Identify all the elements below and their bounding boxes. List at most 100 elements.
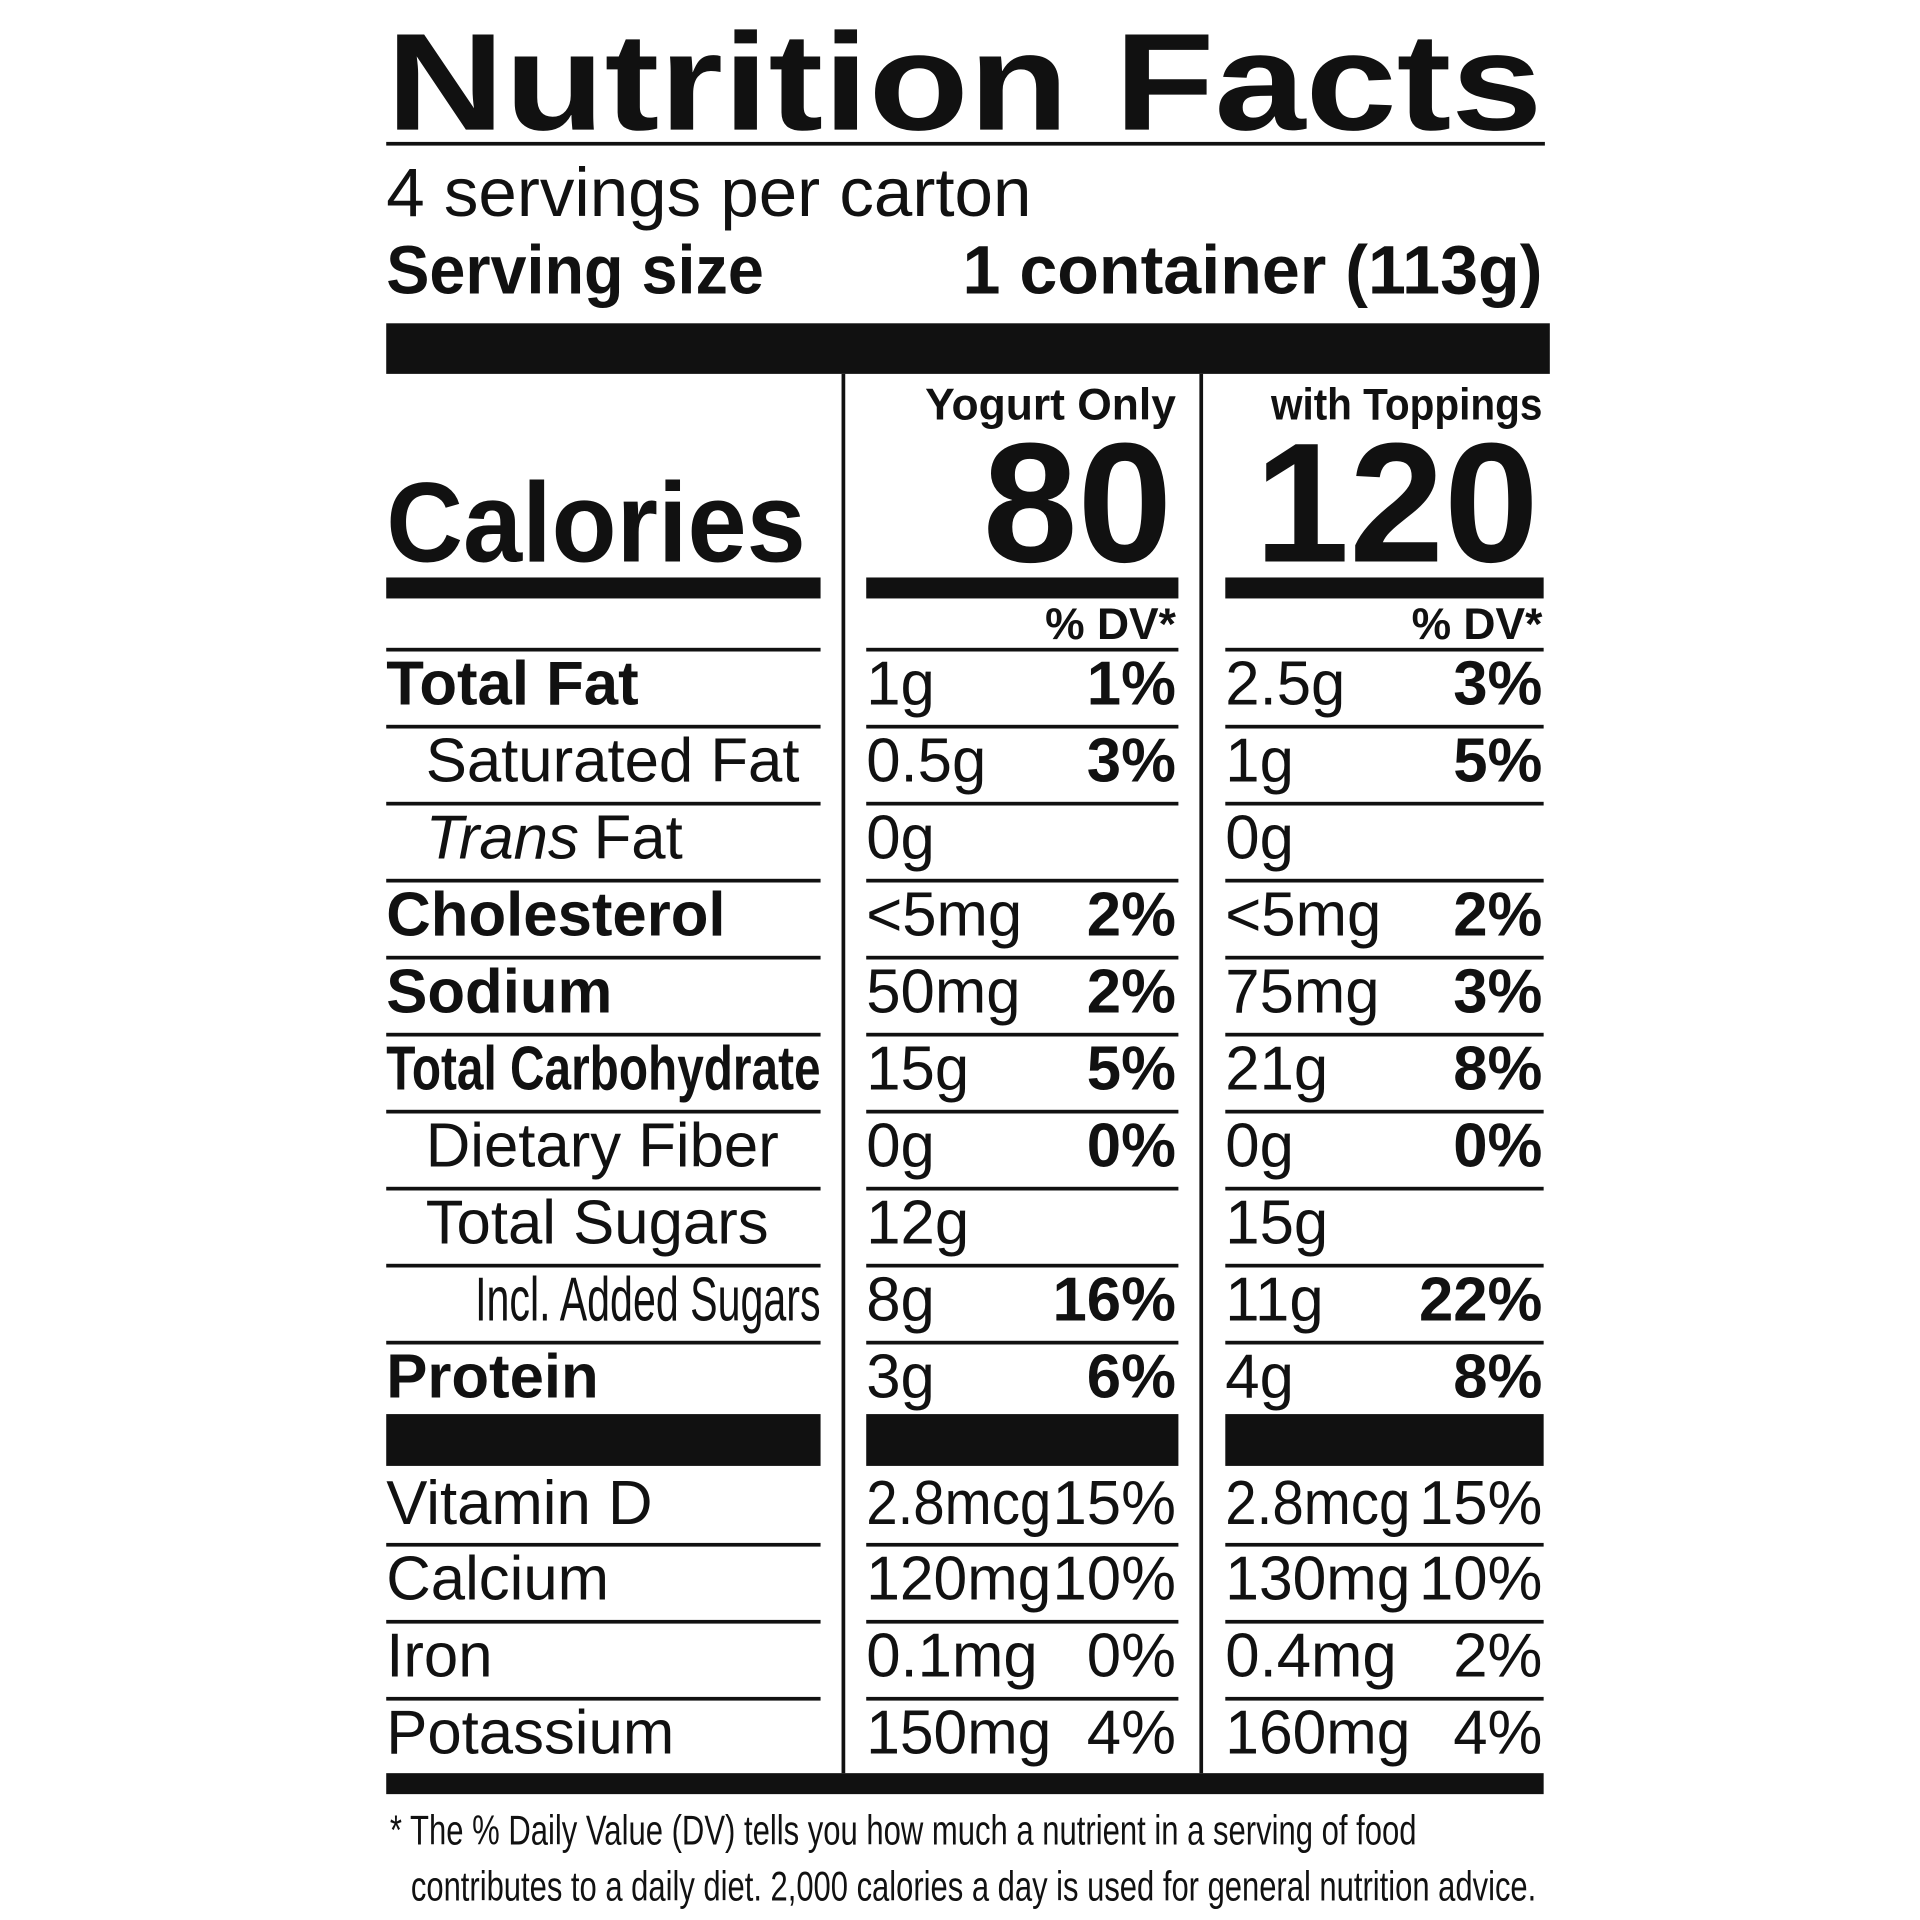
percent-dv: 2%	[1087, 881, 1176, 950]
nutrient-name: Cholesterol	[386, 881, 725, 950]
calories-value: 80	[983, 408, 1172, 598]
amount: 3g	[866, 1343, 935, 1412]
amount: <5mg	[866, 881, 1022, 950]
rule	[1225, 1340, 1544, 1345]
percent-dv: 4%	[1453, 1699, 1542, 1768]
amount: 0g	[866, 804, 935, 873]
amount: 75mg	[1225, 958, 1379, 1027]
nutrient-name: Trans Fat	[426, 804, 683, 873]
calories-value: 120	[1255, 408, 1539, 598]
percent-dv: 2%	[1453, 881, 1542, 950]
amount: 2.8mcg	[866, 1469, 1051, 1538]
percent-dv: 3%	[1453, 650, 1542, 719]
thick-bar	[1225, 1414, 1544, 1466]
thick-bar	[386, 577, 821, 599]
thick-bar	[866, 1414, 1179, 1466]
rule	[1225, 1032, 1544, 1037]
rule	[1225, 1619, 1544, 1624]
rule	[386, 724, 821, 729]
calories-label: Calories	[386, 459, 806, 586]
amount: 21g	[1225, 1035, 1328, 1104]
amount: 11g	[1225, 1266, 1323, 1335]
percent-dv: 2%	[1087, 958, 1176, 1027]
rule	[866, 1542, 1179, 1547]
rule	[866, 955, 1179, 960]
rule	[1225, 1696, 1544, 1701]
footnote: contributes to a daily diet. 2,000 calor…	[411, 1862, 1536, 1909]
column-heading: with Toppings	[1270, 381, 1542, 430]
rule	[1225, 1109, 1544, 1114]
rule	[866, 1619, 1179, 1624]
percent-dv: 15%	[1419, 1469, 1542, 1538]
rule	[386, 1542, 821, 1547]
thick-bar	[386, 1773, 1544, 1795]
nutrient-name: Vitamin D	[386, 1469, 652, 1538]
rule	[386, 1696, 821, 1701]
percent-dv: 3%	[1453, 958, 1542, 1027]
percent-dv: 6%	[1087, 1343, 1176, 1412]
rule	[866, 647, 1179, 652]
percent-dv: 10%	[1052, 1545, 1175, 1614]
amount: 50mg	[866, 958, 1020, 1027]
percent-dv: 5%	[1087, 1035, 1176, 1104]
rule	[386, 1619, 821, 1624]
rule	[386, 141, 1545, 146]
percent-dv: 0%	[1087, 1622, 1176, 1691]
percent-dv: 16%	[1052, 1266, 1175, 1335]
rule	[866, 724, 1179, 729]
rule	[866, 1696, 1179, 1701]
servings-per-container: 4 servings per carton	[386, 153, 1031, 231]
rule	[866, 1186, 1179, 1191]
column-heading: Yogurt Only	[925, 381, 1176, 430]
serving-size-value: 1 container (113g)	[962, 231, 1542, 309]
percent-dv: 22%	[1419, 1266, 1542, 1335]
rule	[386, 955, 821, 960]
amount: 1g	[866, 650, 935, 719]
amount: 2.8mcg	[1225, 1469, 1410, 1538]
amount: 2.5g	[1225, 650, 1345, 719]
dv-heading: % DV*	[1412, 600, 1544, 649]
rule	[866, 1109, 1179, 1114]
percent-dv: 10%	[1419, 1545, 1542, 1614]
percent-dv: 8%	[1453, 1035, 1542, 1104]
rule	[386, 878, 821, 883]
rule	[1225, 1542, 1544, 1547]
percent-dv: 2%	[1453, 1622, 1542, 1691]
rule	[386, 1032, 821, 1037]
nutrient-name: Total Carbohydrate	[386, 1035, 820, 1104]
percent-dv: 0%	[1087, 1112, 1176, 1181]
amount: 0.1mg	[866, 1622, 1037, 1691]
rule	[866, 1340, 1179, 1345]
amount: 15g	[866, 1035, 969, 1104]
thick-bar	[1225, 577, 1544, 599]
column-divider	[841, 373, 846, 1774]
thick-bar	[386, 323, 1550, 374]
nutrient-name: Sodium	[386, 958, 612, 1027]
amount: 0.4mg	[1225, 1622, 1396, 1691]
nutrient-name: Iron	[386, 1622, 492, 1691]
percent-dv: 5%	[1453, 727, 1542, 796]
rule	[386, 1186, 821, 1191]
amount: 4g	[1225, 1343, 1294, 1412]
nutrient-name: Saturated Fat	[426, 727, 800, 796]
nutrient-name: Protein	[386, 1343, 599, 1412]
amount: <5mg	[1225, 881, 1381, 950]
nutrient-name: Incl. Added Sugars	[475, 1266, 821, 1335]
percent-dv: 1%	[1087, 650, 1176, 719]
rule	[386, 1109, 821, 1114]
amount: 1g	[1225, 727, 1294, 796]
amount: 160mg	[1225, 1699, 1410, 1768]
rule	[1225, 801, 1544, 806]
percent-dv: 8%	[1453, 1343, 1542, 1412]
thick-bar	[866, 577, 1179, 599]
rule	[386, 647, 821, 652]
amount: 15g	[1225, 1189, 1328, 1258]
rule	[866, 1032, 1179, 1037]
percent-dv: 4%	[1087, 1699, 1176, 1768]
percent-dv: 15%	[1052, 1469, 1175, 1538]
amount: 0g	[1225, 1112, 1294, 1181]
rule	[1225, 878, 1544, 883]
nutrient-name-italic: Trans	[426, 804, 579, 873]
